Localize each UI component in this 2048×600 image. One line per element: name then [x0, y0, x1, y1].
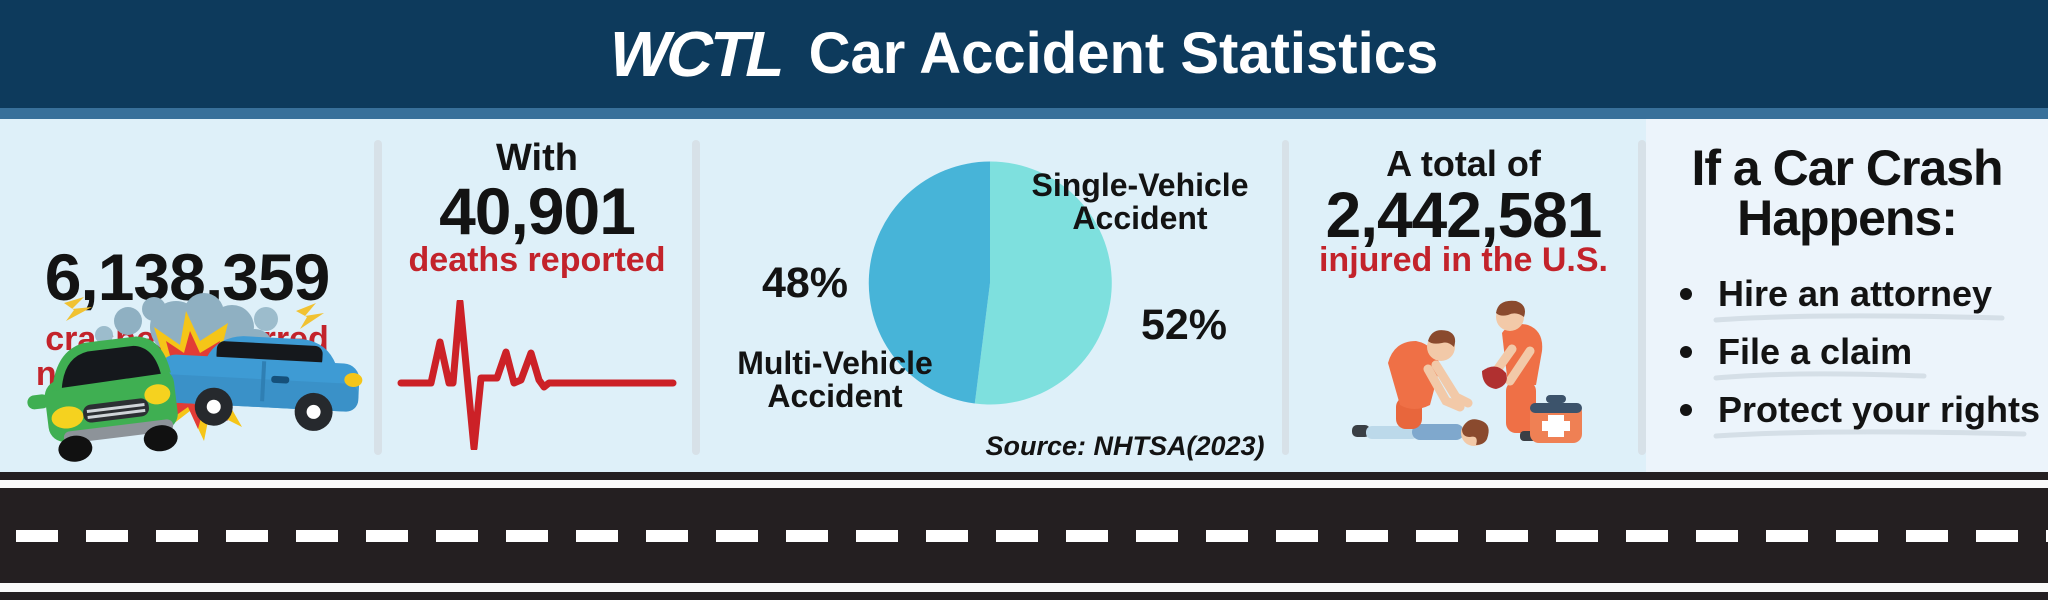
pie-slice-multi-vehicle [868, 161, 990, 404]
first-aid-kit-icon [1530, 395, 1582, 443]
divider-4 [1638, 140, 1646, 455]
multi-vehicle-label: Multi-Vehicle Accident [737, 345, 933, 414]
single-vehicle-percentage: 52% [1140, 301, 1228, 349]
underline-swoosh-icon [1713, 429, 2027, 439]
list-item: File a claim [1680, 331, 2040, 381]
injured-intro: A total of [1386, 143, 1541, 184]
panel-deaths: With 40,901 deaths reported [382, 119, 692, 472]
road-graphic [0, 472, 2048, 600]
injured-value: 2,442,581 [1325, 179, 1603, 251]
car-crash-illustration [27, 293, 363, 462]
injured-person-icon [1352, 419, 1489, 446]
green-car-icon [27, 336, 178, 462]
underline-swoosh-icon [1713, 313, 2005, 323]
source-citation: Source: NHTSA(2023) [985, 431, 1265, 461]
responder-standing-icon [1482, 300, 1543, 441]
responder-kneeling-icon [1388, 330, 1473, 429]
accident-type-pie-chart [868, 161, 1112, 405]
advice-title-line2: Happens: [1737, 190, 1958, 246]
divider-1 [374, 140, 382, 455]
heartbeat-line-icon [397, 300, 677, 450]
banner-accent-strip [0, 108, 2048, 119]
road-edge-line-bottom [0, 583, 2048, 592]
injured-caption: injured in the U.S. [1318, 241, 1609, 279]
list-item: Protect your rights [1680, 389, 2040, 439]
multi-vehicle-percentage: 48% [761, 259, 849, 307]
panel-crashes: 6,138,359 crashes occurred nationwide in… [0, 119, 374, 472]
deaths-caption: deaths reported [408, 241, 666, 279]
bullet-icon [1680, 404, 1692, 416]
underline-swoosh-icon [1713, 371, 1927, 381]
panel-injured: A total of 2,442,581 injured in the U.S. [1289, 119, 1638, 472]
deaths-value: 40,901 [439, 174, 636, 248]
divider-2 [692, 140, 700, 455]
deaths-intro: With [496, 137, 578, 179]
list-item: Hire an attorney [1680, 273, 2040, 323]
bullet-icon [1680, 288, 1692, 300]
lightning-left-icon [64, 297, 92, 321]
advice-list: Hire an attorney File a claim Protect yo… [1680, 273, 2040, 439]
pie-slice-single-vehicle [974, 161, 1112, 405]
road-center-dashed-line [16, 530, 2048, 542]
panel-pie-chart: Single-Vehicle Accident 48% 52% Multi-Ve… [700, 119, 1282, 472]
road-edge-line-top [0, 480, 2048, 488]
bullet-icon [1680, 346, 1692, 358]
advice-title-line1: If a Car Crash [1691, 140, 2003, 196]
header-banner: WCTL Car Accident Statistics [0, 0, 2048, 108]
first-aid-cpr-illustration [1352, 300, 1582, 446]
single-vehicle-label: Single-Vehicle Accident [1031, 167, 1249, 236]
page-title: Car Accident Statistics [808, 21, 1439, 86]
panel-advice: If a Car Crash Happens: Hire an attorney… [1646, 119, 2048, 472]
crashes-value: 6,138,359 [44, 240, 331, 314]
lightning-right-icon [296, 303, 324, 329]
divider-3 [1282, 140, 1289, 455]
wctl-logo: WCTL [602, 18, 791, 90]
